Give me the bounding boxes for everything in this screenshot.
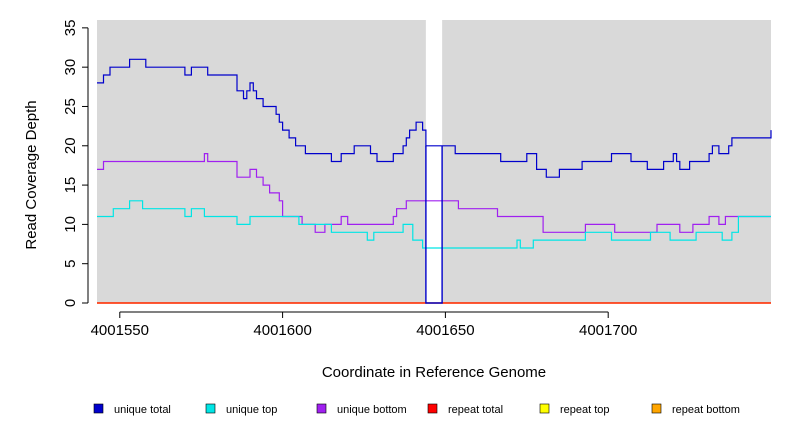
y-tick-label: 35: [62, 20, 79, 37]
legend-item-unique-top: unique top: [205, 403, 277, 416]
x-tick-label: 4001600: [253, 322, 311, 339]
x-axis-title: Coordinate in Reference Genome: [322, 364, 546, 381]
legend-swatch: [539, 403, 550, 414]
legend-label: unique top: [226, 404, 277, 416]
y-axis-title: Read Coverage Depth: [23, 100, 40, 249]
legend-label: repeat top: [560, 404, 610, 416]
legend-label: unique total: [114, 404, 171, 416]
legend-label: unique bottom: [337, 404, 407, 416]
legend-swatch: [316, 403, 327, 414]
y-tick-label: 10: [62, 216, 79, 233]
y-tick-label: 0: [62, 299, 79, 307]
legend: unique total unique top unique bottom repea…: [93, 403, 740, 416]
legend-swatch: [93, 403, 104, 414]
gap-drop-line: [425, 145, 443, 304]
y-tick-label: 5: [62, 260, 79, 268]
legend-item-repeat-top: repeat top: [539, 403, 610, 416]
series-line-unique-total: [97, 58, 772, 178]
legend-swatch: [651, 403, 662, 414]
legend-swatch: [427, 403, 438, 414]
y-tick-label: 25: [62, 98, 79, 115]
y-tick-label: 15: [62, 177, 79, 194]
legend-label: repeat bottom: [672, 404, 740, 416]
x-tick-label: 4001650: [416, 322, 474, 339]
series-line-unique-top: [97, 200, 771, 249]
legend-label: repeat total: [448, 404, 503, 416]
legend-item-repeat-total: repeat total: [427, 403, 503, 416]
legend-item-unique-total: unique total: [93, 403, 171, 416]
legend-item-unique-bottom: unique bottom: [316, 403, 407, 416]
legend-item-repeat-bottom: repeat bottom: [651, 403, 740, 416]
x-tick-label: 4001550: [91, 322, 149, 339]
x-tick-label: 4001700: [579, 322, 637, 339]
series-line-unique-bottom: [97, 153, 771, 233]
legend-swatch: [205, 403, 216, 414]
y-tick-label: 30: [62, 59, 79, 76]
y-tick-label: 20: [62, 137, 79, 154]
